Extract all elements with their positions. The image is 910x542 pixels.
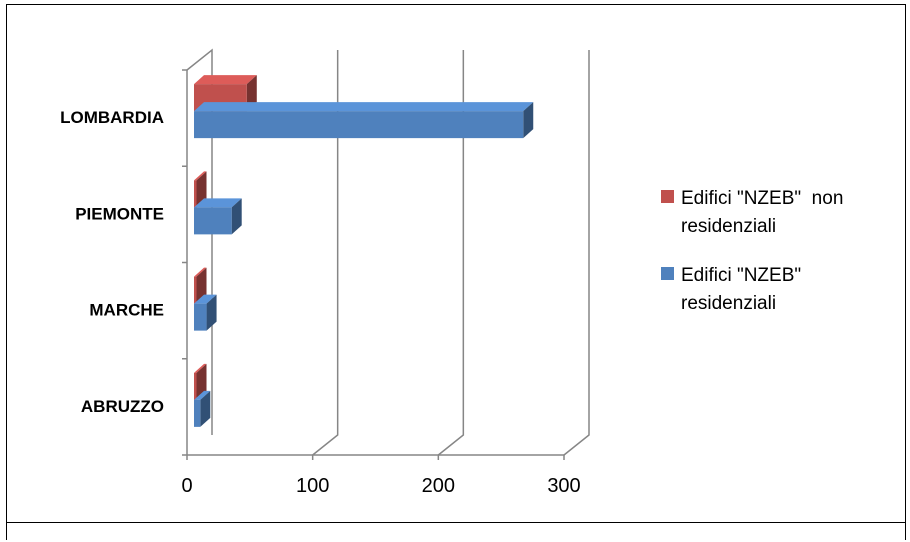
x-tick-label: 200 [422,475,455,497]
gridline [312,50,339,456]
category-label: PIEMONTE [75,204,164,223]
category-label: ABRUZZO [81,397,164,416]
gridline [437,50,465,456]
category-labels: ABRUZZO MARCHE PIEMONTE LOMBARDIA [60,108,164,416]
legend-label: Edifici "NZEB" [681,265,801,286]
x-tick-label: 0 [181,475,192,497]
x-tick-label: 100 [296,475,329,497]
bar [194,102,534,139]
x-tick-labels: 0 100 200 300 [181,455,581,497]
x-tick-label: 300 [547,475,580,497]
category-label: LOMBARDIA [60,108,164,127]
gridline [563,50,590,456]
bar [194,198,242,235]
chart-frame [6,4,906,540]
legend-swatch [661,267,674,280]
category-label: MARCHE [89,301,164,320]
bar [194,294,217,331]
legend-label: Edifici "NZEB" non [681,188,843,209]
bars [194,75,534,427]
legend-label: residenziali [681,216,776,237]
legend-swatch [661,190,674,203]
legend-item: Edifici "NZEB" non residenziali [661,188,843,237]
chart-frame-bottom-edge [6,522,906,523]
legend-item: Edifici "NZEB" residenziali [661,265,801,314]
legend-label: residenziali [681,293,776,314]
bar [194,390,211,427]
gridlines [312,50,590,456]
